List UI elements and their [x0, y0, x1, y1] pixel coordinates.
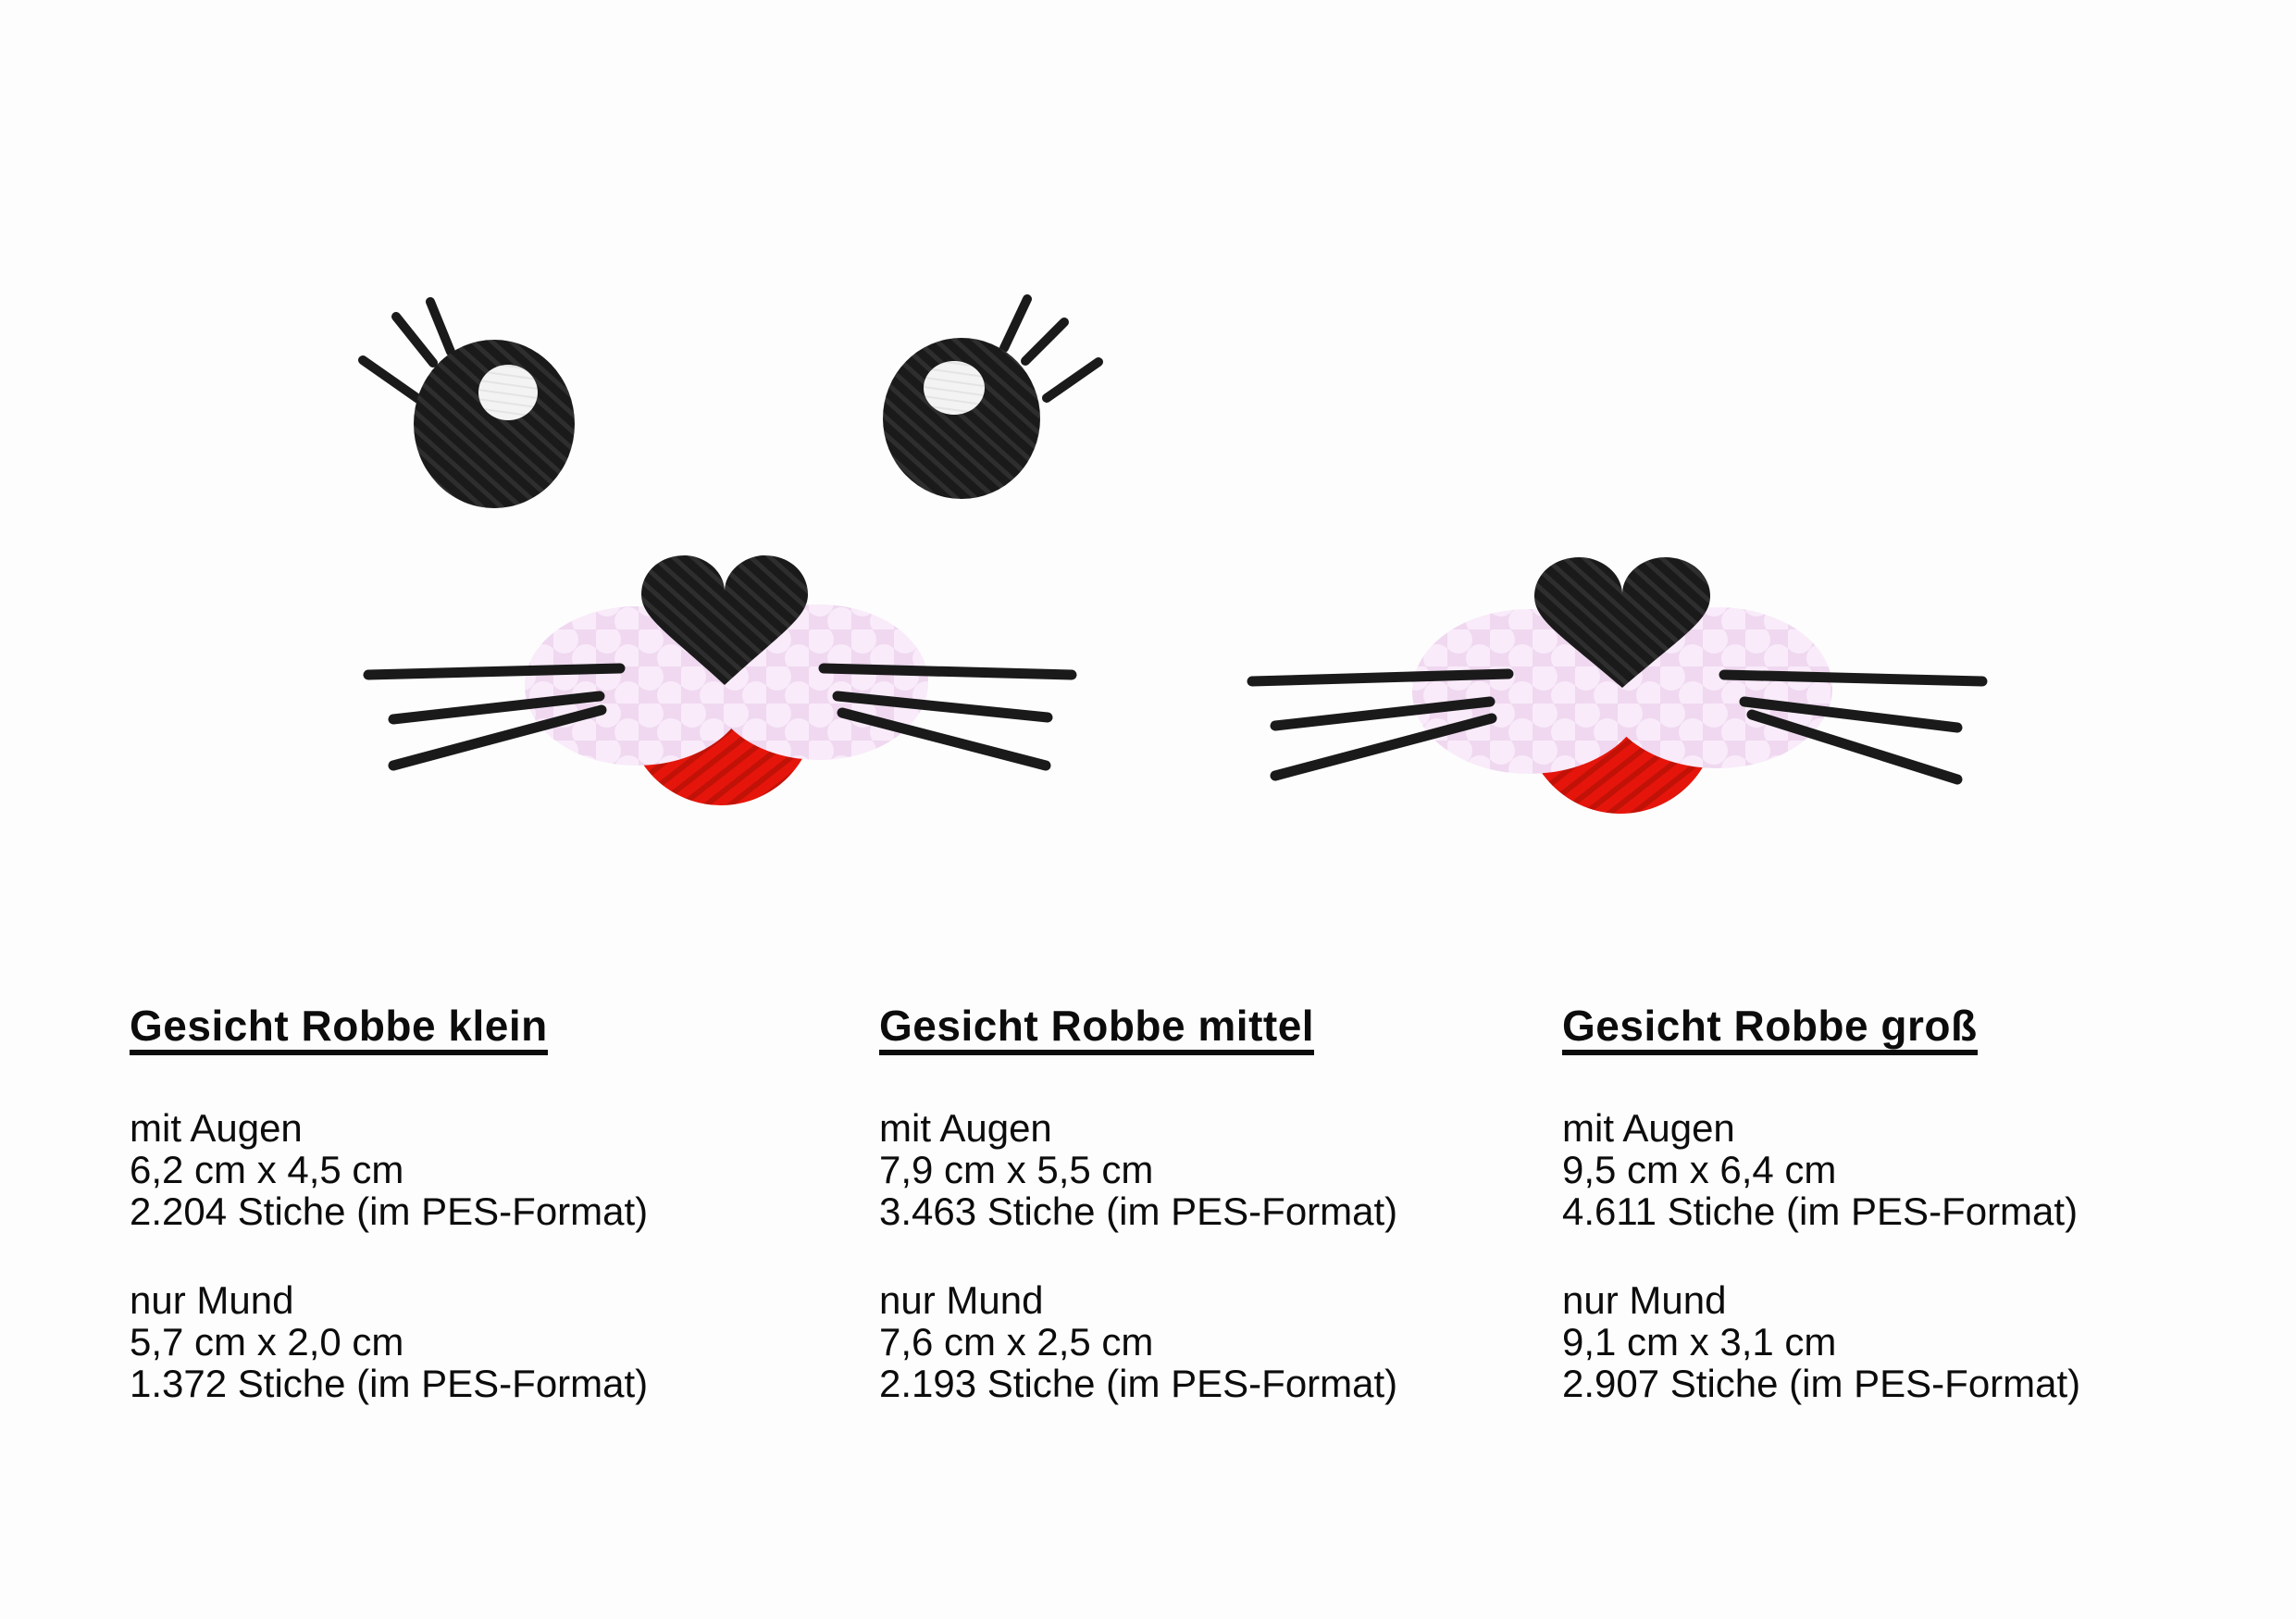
spec-mouth-only: nur Mund 9,1 cm x 3,1 cm 2.907 Stiche (i…	[1562, 1279, 2265, 1404]
spec-label: mit Augen	[1562, 1106, 1735, 1150]
whisker-line	[818, 663, 1077, 680]
eyelash-line	[1021, 318, 1069, 366]
column-title: Gesicht Robbe mittel	[879, 1004, 1582, 1055]
column-title: Gesicht Robbe klein	[130, 1004, 833, 1055]
spec-column-klein: Gesicht Robbe klein mit Augen 6,2 cm x 4…	[130, 1004, 833, 1404]
column-title-text: Gesicht Robbe mittel	[879, 1004, 1315, 1055]
whisker-line	[1270, 713, 1497, 781]
spec-column-mittel: Gesicht Robbe mittel mit Augen 7,9 cm x …	[879, 1004, 1582, 1404]
whisker-line	[1719, 669, 1988, 687]
whisker-line	[388, 691, 605, 725]
design-mouth-only	[1247, 557, 1988, 814]
spec-stitches: 4.611 Stiche (im PES-Format)	[1562, 1189, 2079, 1233]
whisker-line	[1247, 668, 1514, 687]
eyelash-line	[358, 355, 423, 404]
spec-stitches: 1.372 Stiche (im PES-Format)	[130, 1362, 649, 1405]
whisker-line	[837, 707, 1051, 771]
right-eye	[883, 338, 1040, 499]
right-eye-lashes	[999, 294, 1103, 403]
spec-size: 9,5 cm x 6,4 cm	[1562, 1148, 1837, 1191]
eyelash-line	[999, 294, 1032, 353]
whisker-line	[388, 704, 607, 771]
column-title-text: Gesicht Robbe groß	[1562, 1004, 1978, 1055]
spec-mouth-only: nur Mund 7,6 cm x 2,5 cm 2.193 Stiche (i…	[879, 1279, 1582, 1404]
whiskers	[1247, 668, 1988, 785]
left-eye	[414, 340, 575, 508]
whisker-line	[1739, 696, 1963, 733]
whisker-line	[832, 691, 1053, 723]
left-eye-highlight	[478, 365, 538, 420]
spec-size: 7,9 cm x 5,5 cm	[879, 1148, 1154, 1191]
spec-stitches: 2.907 Stiche (im PES-Format)	[1562, 1362, 2081, 1405]
spec-label: mit Augen	[879, 1106, 1052, 1150]
column-title-text: Gesicht Robbe klein	[130, 1004, 548, 1055]
eyelash-line	[391, 312, 438, 367]
eyelash-line	[1042, 357, 1103, 403]
spec-size: 6,2 cm x 4,5 cm	[130, 1148, 404, 1191]
spec-mouth-only: nur Mund 5,7 cm x 2,0 cm 1.372 Stiche (i…	[130, 1279, 833, 1404]
heart-nose	[1534, 557, 1710, 688]
embroidery-preview-canvas	[358, 294, 1988, 814]
whisker-line	[1270, 696, 1496, 731]
spec-with-eyes: mit Augen 6,2 cm x 4,5 cm 2.204 Stiche (…	[130, 1107, 833, 1232]
column-title: Gesicht Robbe groß	[1562, 1004, 2265, 1055]
spec-size: 7,6 cm x 2,5 cm	[879, 1320, 1154, 1364]
spec-label: mit Augen	[130, 1106, 303, 1150]
design-face-with-eyes	[358, 294, 1103, 805]
spec-stitches: 3.463 Stiche (im PES-Format)	[879, 1189, 1398, 1233]
whisker-line	[363, 663, 626, 680]
spec-label: nur Mund	[1562, 1278, 1727, 1322]
eyelash-line	[426, 297, 455, 356]
spec-label: nur Mund	[130, 1278, 294, 1322]
left-eye-lashes	[358, 297, 455, 404]
right-eye-highlight	[924, 361, 985, 415]
whisker-line	[1746, 709, 1963, 785]
spec-with-eyes: mit Augen 9,5 cm x 6,4 cm 4.611 Stiche (…	[1562, 1107, 2265, 1232]
whiskers	[363, 663, 1077, 771]
heart-nose	[641, 555, 808, 685]
spec-size: 5,7 cm x 2,0 cm	[130, 1320, 404, 1364]
spec-size: 9,1 cm x 3,1 cm	[1562, 1320, 1837, 1364]
spec-stitches: 2.204 Stiche (im PES-Format)	[130, 1189, 649, 1233]
spec-column-gross: Gesicht Robbe groß mit Augen 9,5 cm x 6,…	[1562, 1004, 2265, 1404]
spec-stitches: 2.193 Stiche (im PES-Format)	[879, 1362, 1398, 1405]
spec-label: nur Mund	[879, 1278, 1044, 1322]
spec-with-eyes: mit Augen 7,9 cm x 5,5 cm 3.463 Stiche (…	[879, 1107, 1582, 1232]
